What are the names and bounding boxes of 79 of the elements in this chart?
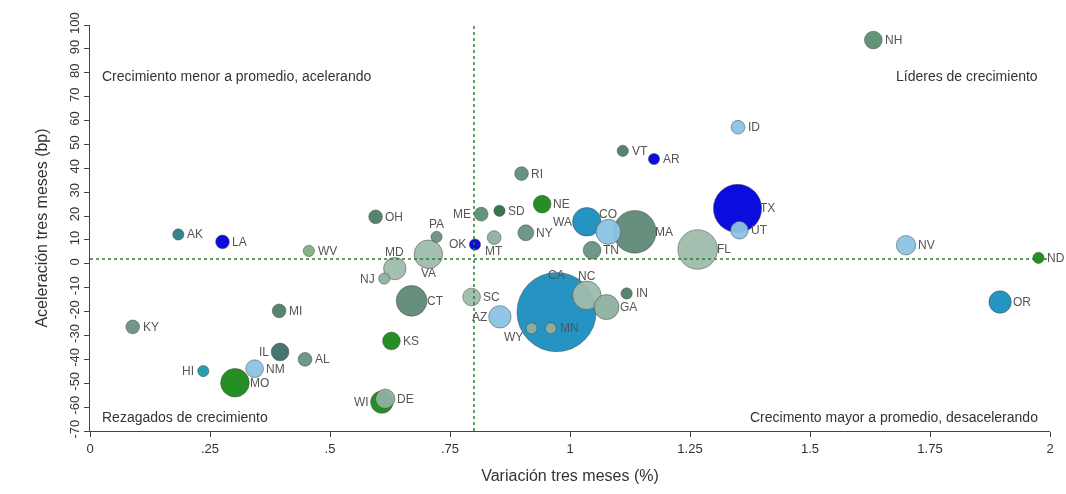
annotation: UT bbox=[751, 223, 768, 237]
y-tick-label: 80 bbox=[66, 63, 82, 79]
annotation: AZ bbox=[472, 310, 488, 324]
y-tick-label: 60 bbox=[66, 111, 82, 126]
annotation: OK bbox=[449, 237, 467, 251]
annotation: VA bbox=[421, 266, 437, 280]
y-tick-label: 20 bbox=[66, 206, 82, 222]
annotation: MA bbox=[655, 225, 673, 239]
x-tick-label: 2 bbox=[1046, 440, 1054, 456]
annotation: LA bbox=[232, 235, 247, 249]
annotation: IL bbox=[259, 345, 270, 359]
x-tick-label: 1.5 bbox=[800, 440, 820, 456]
annotation: PA bbox=[429, 217, 445, 231]
y-tick-label: -60 bbox=[66, 395, 82, 415]
x-tick-label: 1.25 bbox=[677, 440, 703, 456]
annotation: Líderes de crecimiento bbox=[896, 68, 1038, 84]
y-tick-label: 30 bbox=[66, 183, 82, 198]
annotation: Crecimento mayor a promedio, desacelerando bbox=[750, 409, 1039, 425]
y-tick-label: 0 bbox=[66, 258, 82, 266]
annotation: AL bbox=[315, 352, 330, 366]
annotation: RI bbox=[531, 167, 543, 181]
annotation: NH bbox=[885, 33, 903, 47]
y-tick-label: -20 bbox=[66, 300, 82, 320]
x-tick-label: 1.75 bbox=[917, 440, 943, 456]
annotation: DE bbox=[397, 392, 414, 406]
annotation: MI bbox=[289, 304, 303, 318]
y-tick-label: -30 bbox=[66, 324, 82, 343]
y-tick-label: 90 bbox=[66, 39, 82, 55]
annotation: VT bbox=[632, 144, 648, 158]
annotation: KY bbox=[143, 320, 160, 334]
y-tick-label: -40 bbox=[66, 348, 82, 367]
annotation: CT bbox=[427, 294, 444, 308]
x-tick-label: 0 bbox=[86, 440, 94, 456]
annotation: MO bbox=[250, 376, 270, 390]
x-tick-label: .5 bbox=[324, 440, 336, 456]
annotation: Crecimiento menor a promedio, acelerando bbox=[102, 68, 372, 84]
annotation: SD bbox=[508, 204, 525, 218]
annotation: NJ bbox=[360, 272, 375, 286]
annotation: HI bbox=[182, 364, 194, 378]
annotation: NC bbox=[578, 269, 596, 283]
annotation: ID bbox=[748, 120, 761, 134]
y-tick-label: 40 bbox=[66, 159, 82, 174]
annotation: NE bbox=[553, 197, 570, 211]
x-tick-label: .75 bbox=[440, 440, 460, 456]
annotation: NV bbox=[918, 238, 935, 252]
annotation: OR bbox=[1013, 295, 1032, 309]
y-tick-label: -10 bbox=[66, 276, 82, 296]
annotation: AR bbox=[663, 152, 680, 166]
annotation: MD bbox=[385, 245, 404, 259]
annotation: ME bbox=[453, 207, 471, 221]
annotation: WV bbox=[318, 244, 338, 258]
annotation: WI bbox=[354, 395, 369, 409]
annotation: ND bbox=[1047, 251, 1065, 265]
annotation: SC bbox=[483, 290, 500, 304]
annotation: NY bbox=[536, 226, 553, 240]
annotation: NM bbox=[266, 362, 285, 376]
y-tick-label: -50 bbox=[66, 371, 82, 391]
x-tick-label: .25 bbox=[200, 440, 220, 456]
y-tick-label: 100 bbox=[66, 12, 82, 34]
y-tick-label: 10 bbox=[66, 230, 82, 246]
annotation: WA bbox=[553, 215, 572, 229]
y-tick-label: 50 bbox=[66, 135, 82, 150]
annotation: KS bbox=[403, 334, 420, 348]
y-tick-label: 70 bbox=[66, 87, 82, 102]
x-tick-label: 1 bbox=[566, 440, 574, 456]
x-axis-title: Variación tres meses (%) bbox=[481, 467, 659, 485]
annotation: GA bbox=[620, 300, 638, 314]
annotation: IN bbox=[636, 286, 648, 300]
annotation: AK bbox=[187, 227, 204, 241]
annotation: MT bbox=[485, 244, 503, 258]
annotation: TN bbox=[603, 243, 619, 257]
annotation: FL bbox=[717, 242, 732, 256]
annotation: CO bbox=[599, 207, 617, 221]
annotation: WY bbox=[504, 330, 524, 344]
annotation: MN bbox=[560, 321, 579, 335]
annotation: Rezagados de crecimiento bbox=[102, 409, 268, 425]
y-tick-label: -70 bbox=[66, 419, 82, 439]
y-axis-title: Aceleración tres meses (bp) bbox=[32, 128, 50, 328]
annotation: OH bbox=[385, 210, 403, 224]
